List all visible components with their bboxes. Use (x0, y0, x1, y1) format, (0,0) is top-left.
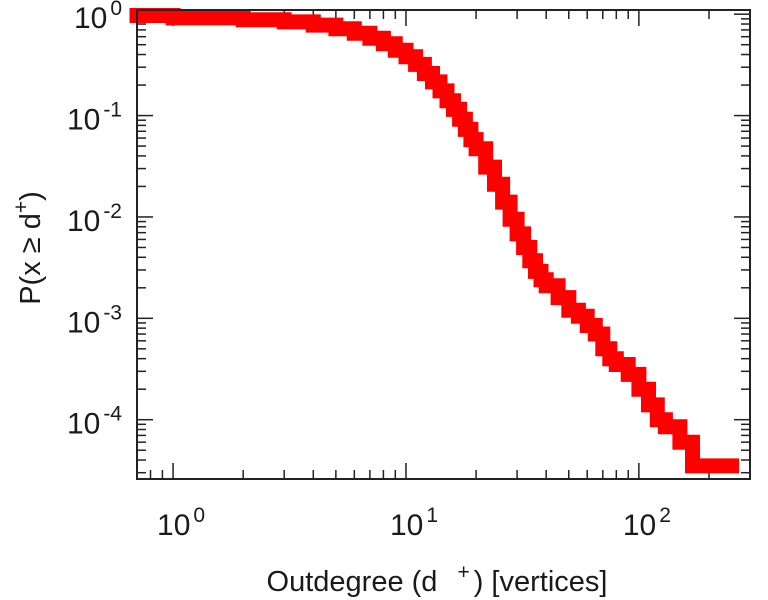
x-tick-label: 10 2 (623, 504, 671, 542)
axis-ticks (136, 10, 751, 479)
y-axis-title: P(x ≥ d+) (10, 191, 47, 305)
x-tick-labels: 10 0 10 1 10 2 (157, 504, 671, 542)
x-tick-label: 10 0 (157, 504, 205, 542)
y-tick-label: 10 0 (74, 0, 122, 35)
y-tick-label: 10 -3 (67, 301, 122, 339)
x-tick-label: 10 1 (390, 504, 438, 542)
y-tick-label: 10 -2 (67, 200, 122, 238)
x-axis-title: Outdegree (d +) [vertices] (267, 561, 608, 598)
y-tick-label: 10 -4 (67, 403, 122, 441)
y-tick-label: 10 -1 (67, 99, 122, 137)
plot-frame (136, 9, 751, 480)
outdegree-distribution-line (129, 8, 740, 474)
